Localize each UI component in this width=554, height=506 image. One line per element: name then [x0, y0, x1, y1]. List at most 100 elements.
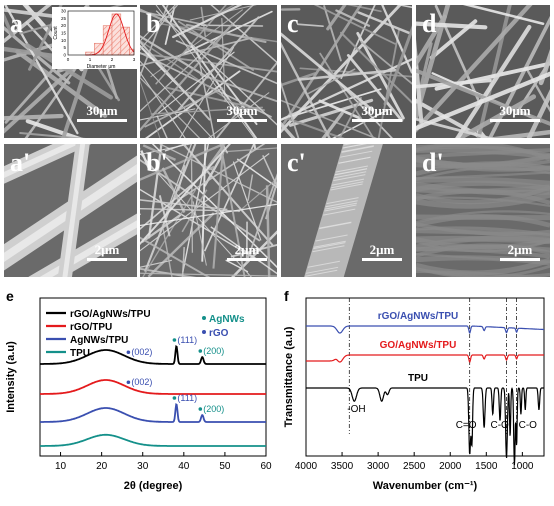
- sem-image-c2: [281, 144, 412, 277]
- film-wrinkle: [416, 161, 550, 176]
- inset-y-tick: 15: [61, 31, 67, 36]
- panel-label-a: a: [10, 9, 23, 38]
- fiber: [287, 117, 345, 138]
- fiber: [222, 144, 229, 154]
- fiber: [4, 12, 14, 37]
- fiber: [338, 97, 362, 138]
- fiber: [281, 32, 374, 112]
- film-wrinkle: [416, 192, 550, 209]
- fiber-texture: [334, 168, 368, 176]
- inset-frame: [67, 10, 135, 56]
- fiber: [161, 5, 258, 138]
- x-tick-label: 20: [96, 461, 108, 472]
- peak-label: (111): [177, 335, 197, 345]
- fiber: [177, 16, 260, 111]
- fiber: [140, 259, 172, 268]
- fiber: [313, 5, 396, 45]
- fiber: [356, 31, 405, 120]
- fiber: [207, 60, 258, 126]
- ftir-series-label: TPU: [408, 373, 428, 384]
- fiber: [296, 23, 324, 28]
- x-tick-label: 50: [219, 461, 231, 472]
- fiber: [140, 79, 161, 138]
- x-tick-label: 10: [55, 461, 67, 472]
- fiber: [177, 164, 186, 191]
- inset-y-tick: 30: [61, 9, 67, 14]
- x-tick-label: 3000: [367, 461, 390, 472]
- histogram-bar: [102, 25, 113, 56]
- fiber: [161, 224, 173, 277]
- scale-bar-b2: 2μm: [227, 243, 267, 261]
- fiber: [321, 111, 344, 138]
- film-wrinkle: [416, 185, 550, 205]
- ftir-annotation: C=O: [456, 420, 477, 431]
- fiber: [245, 173, 277, 264]
- fiber-texture: [334, 171, 367, 179]
- fiber: [416, 71, 550, 131]
- fiber: [201, 144, 207, 262]
- fiber: [346, 5, 382, 13]
- film-wrinkle: [416, 226, 550, 237]
- scale-bar-d: 30μm: [490, 104, 540, 122]
- inset-y-tick: 10: [61, 38, 67, 43]
- x-tick-label: 4000: [295, 461, 318, 472]
- scale-bar-label: 2μm: [507, 242, 533, 257]
- fiber: [396, 5, 412, 9]
- fiber-texture: [305, 266, 339, 274]
- histogram-bar: [94, 42, 104, 56]
- scale-bar-line: [217, 119, 267, 122]
- inset-y-tick: 5: [63, 45, 66, 50]
- xrd-series-line: [40, 345, 266, 365]
- sem-panel-c: c 30μm: [281, 5, 412, 138]
- x-tick-label: 1500: [475, 461, 498, 472]
- scale-bar-d2: 2μm: [500, 243, 540, 261]
- fiber: [181, 247, 185, 277]
- film-wrinkle: [416, 247, 550, 259]
- fiber: [181, 189, 208, 233]
- scale-bar-a: 30μm: [77, 104, 127, 122]
- fiber: [221, 147, 277, 153]
- fiber: [416, 5, 451, 121]
- fiber: [140, 60, 213, 138]
- fiber: [526, 89, 550, 138]
- fiber: [281, 5, 363, 131]
- x-tick-label: 2000: [439, 461, 462, 472]
- fiber: [416, 21, 488, 30]
- peak-marker: [126, 350, 131, 355]
- histogram-bar: [111, 13, 122, 56]
- fiber: [326, 5, 347, 31]
- fiber: [140, 144, 232, 246]
- fiber-highlight: [62, 144, 86, 277]
- fiber: [144, 87, 224, 128]
- x-tick-label: 40: [178, 461, 190, 472]
- scale-bar-line: [362, 258, 402, 261]
- fiber-texture: [307, 260, 340, 268]
- panel-label-b2: b': [146, 148, 168, 177]
- fiber: [416, 68, 550, 126]
- fiber: [281, 41, 331, 138]
- panel-label-d2: d': [422, 148, 444, 177]
- fiber: [140, 76, 201, 138]
- scale-bar-label: 30μm: [86, 103, 118, 118]
- scale-bar-line: [352, 119, 402, 122]
- fiber-highlight: [39, 220, 137, 277]
- fiber: [307, 68, 356, 95]
- film-wrinkle: [416, 210, 550, 224]
- y-axis-label: Intensity (a.u): [5, 341, 17, 413]
- fiber: [455, 24, 532, 138]
- scale-bar-label: 2μm: [234, 242, 260, 257]
- inset-x-label: Diameter μm: [87, 64, 116, 69]
- panel-f-label: f: [284, 288, 289, 304]
- fiber: [140, 108, 196, 121]
- fiber-texture: [319, 221, 352, 229]
- film-wrinkle: [416, 267, 550, 277]
- x-tick-label: 30: [137, 461, 149, 472]
- film-wrinkle: [416, 252, 550, 264]
- fiber: [340, 31, 412, 104]
- fiber: [383, 25, 412, 106]
- peak-label: (111): [177, 393, 197, 403]
- fiber-texture: [340, 150, 373, 158]
- inset-x-tick: 3: [133, 57, 136, 62]
- fiber: [140, 208, 240, 212]
- fiber: [335, 9, 371, 27]
